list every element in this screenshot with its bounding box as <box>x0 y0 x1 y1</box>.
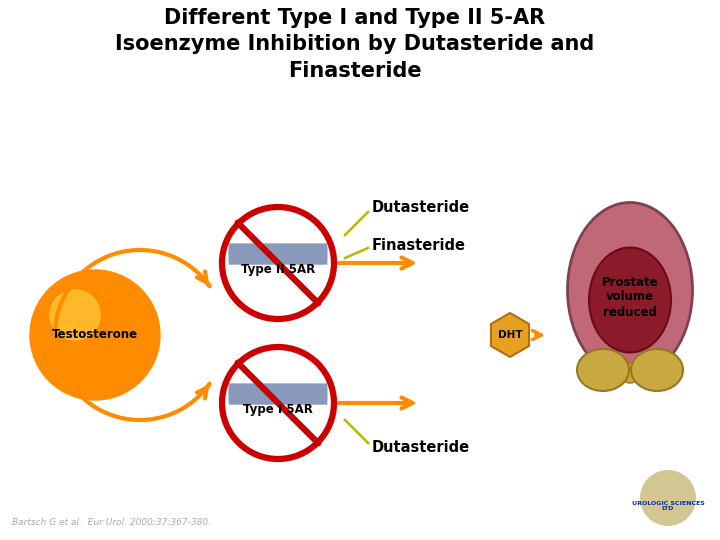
FancyBboxPatch shape <box>229 244 328 261</box>
Ellipse shape <box>631 349 683 391</box>
Text: DHT: DHT <box>498 330 522 340</box>
Ellipse shape <box>620 363 640 383</box>
Circle shape <box>640 470 696 526</box>
Text: Type I 5AR: Type I 5AR <box>243 402 313 415</box>
Circle shape <box>50 290 100 340</box>
Text: Dutasteride: Dutasteride <box>372 200 470 215</box>
Ellipse shape <box>567 202 693 377</box>
Text: Bartsch G et al.  Eur Urol. 2000;37:367-380.: Bartsch G et al. Eur Urol. 2000;37:367-3… <box>12 518 211 527</box>
Text: Type II 5AR: Type II 5AR <box>241 262 315 275</box>
Polygon shape <box>491 313 529 357</box>
Ellipse shape <box>577 349 629 391</box>
Text: UROLOGIC SCIENCES
LTD: UROLOGIC SCIENCES LTD <box>631 501 704 511</box>
FancyBboxPatch shape <box>229 383 328 401</box>
Ellipse shape <box>589 247 671 353</box>
FancyBboxPatch shape <box>229 247 328 265</box>
Text: Different Type I and Type II 5-AR
Isoenzyme Inhibition by Dutasteride and
Finast: Different Type I and Type II 5-AR Isoenz… <box>115 8 595 81</box>
Text: Prostate
volume
reduced: Prostate volume reduced <box>602 275 658 319</box>
Text: Finasteride: Finasteride <box>372 238 466 253</box>
Text: Dutasteride: Dutasteride <box>372 440 470 455</box>
Text: Testosterone: Testosterone <box>52 328 138 341</box>
FancyBboxPatch shape <box>229 387 328 404</box>
Circle shape <box>30 270 160 400</box>
